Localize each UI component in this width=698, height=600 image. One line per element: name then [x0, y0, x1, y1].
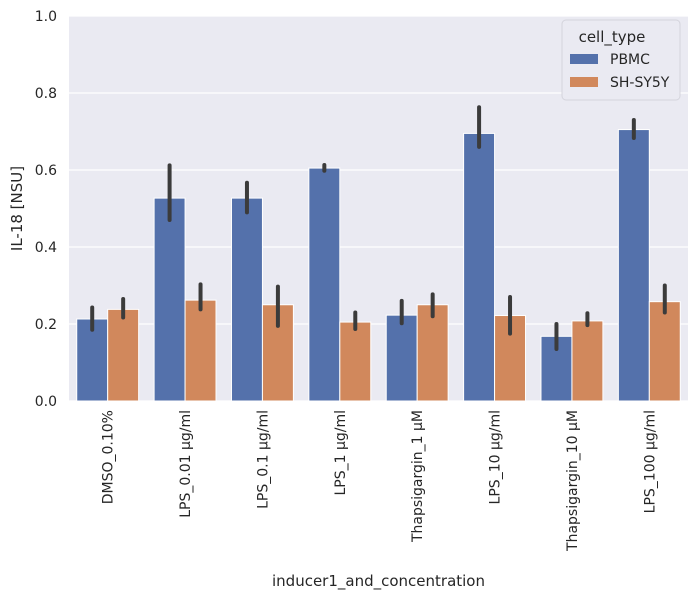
- y-axis-label: IL-18 [NSU]: [8, 166, 26, 251]
- x-tick-label: Thapsigargin_10 μM: [565, 410, 581, 552]
- x-tick-label: LPS_1 μg/ml: [333, 410, 349, 496]
- legend: cell_type PBMC SH-SY5Y: [561, 19, 681, 101]
- x-tick-label: LPS_100 μg/ml: [642, 410, 658, 513]
- x-tick-label: LPS_10 μg/ml: [488, 410, 504, 504]
- bar: [184, 299, 217, 402]
- legend-swatch-sh-sy5y: [570, 77, 598, 87]
- legend-label-pbmc: PBMC: [610, 52, 650, 68]
- x-axis-ticks: DMSO_0.10% LPS_0.01 μg/ml LPS_0.1 μg/ml LPS…: [101, 410, 659, 552]
- bar: [463, 132, 496, 402]
- y-tick-label: 0.0: [35, 394, 57, 410]
- legend-swatch-pbmc: [570, 54, 598, 64]
- y-tick-label: 0.2: [35, 317, 57, 333]
- y-tick-label: 1.0: [35, 9, 57, 25]
- bar: [571, 320, 604, 402]
- x-tick-label: LPS_0.01 μg/ml: [178, 410, 194, 518]
- bar: [153, 197, 186, 402]
- x-tick-label: Thapsigargin_1 μM: [410, 410, 426, 543]
- y-tick-label: 0.6: [35, 163, 57, 179]
- x-axis-label: inducer1_and_concentration: [272, 572, 485, 591]
- bar: [230, 197, 263, 402]
- bar: [308, 167, 341, 402]
- bar: [416, 304, 449, 402]
- bar: [648, 301, 681, 402]
- y-tick-label: 0.8: [35, 86, 57, 102]
- legend-title: cell_type: [579, 28, 646, 47]
- x-tick-label: DMSO_0.10%: [101, 410, 117, 504]
- bars: [76, 129, 681, 402]
- y-tick-label: 0.4: [35, 240, 57, 256]
- x-tick-label: LPS_0.1 μg/ml: [255, 410, 271, 509]
- bar: [107, 308, 140, 402]
- error-bars: [90, 105, 667, 352]
- y-axis-ticks: 0.0 0.2 0.4 0.6 0.8 1.0: [35, 9, 57, 410]
- bar: [385, 314, 418, 402]
- bar: [617, 129, 650, 402]
- bar: [339, 321, 372, 402]
- legend-label-sh-sy5y: SH-SY5Y: [610, 75, 670, 91]
